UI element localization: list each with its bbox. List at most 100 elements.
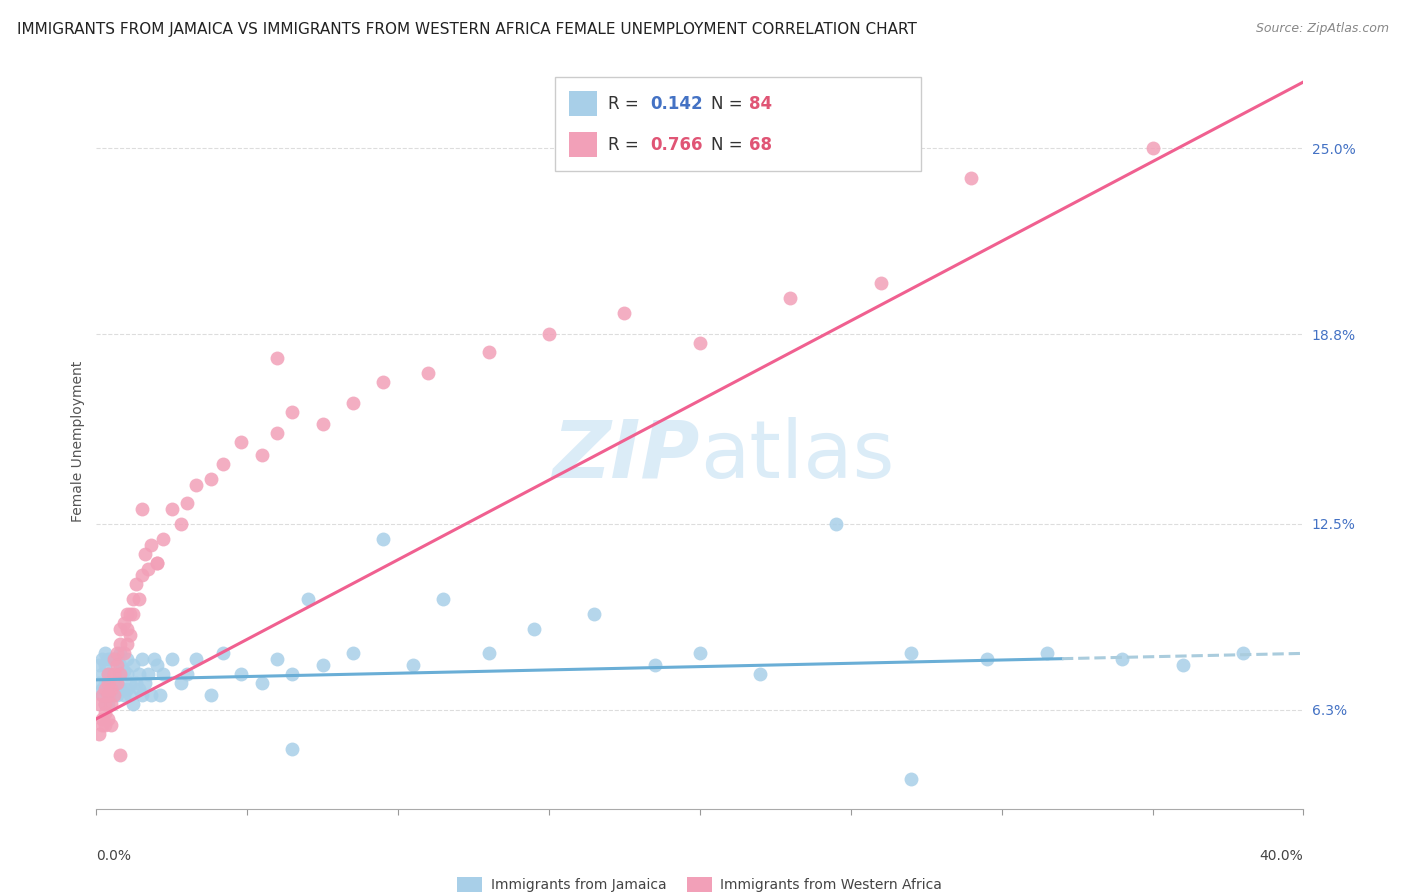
Point xyxy=(145,556,167,570)
Point xyxy=(176,666,198,681)
Point xyxy=(103,676,125,690)
Point xyxy=(94,718,117,732)
Point xyxy=(97,688,120,702)
Point xyxy=(145,657,167,672)
Point xyxy=(583,607,606,621)
Point xyxy=(121,697,143,711)
Text: N =: N = xyxy=(711,95,748,112)
Point xyxy=(94,697,117,711)
Text: R =: R = xyxy=(609,95,644,112)
Point xyxy=(97,676,120,690)
Point xyxy=(112,646,135,660)
Text: Source: ZipAtlas.com: Source: ZipAtlas.com xyxy=(1256,22,1389,36)
Point xyxy=(184,477,207,491)
Point xyxy=(118,688,141,702)
Text: 0.0%: 0.0% xyxy=(97,849,131,863)
Point xyxy=(900,772,922,786)
Point xyxy=(1036,646,1059,660)
Point xyxy=(115,637,138,651)
Point xyxy=(976,652,998,666)
Point xyxy=(266,426,288,441)
Point xyxy=(121,591,143,606)
Point xyxy=(152,532,174,546)
Point xyxy=(115,622,138,636)
Point xyxy=(149,688,172,702)
Point xyxy=(100,681,122,696)
Point xyxy=(107,676,129,690)
Point xyxy=(478,646,501,660)
Point xyxy=(139,688,162,702)
Point xyxy=(613,306,636,320)
Point xyxy=(112,615,135,630)
Point xyxy=(644,657,666,672)
Point xyxy=(342,646,364,660)
Point xyxy=(281,666,304,681)
Point xyxy=(100,681,122,696)
Point xyxy=(170,516,193,531)
Point xyxy=(160,501,183,516)
Point xyxy=(97,676,120,690)
Point xyxy=(128,666,150,681)
Point xyxy=(112,664,135,678)
Point xyxy=(89,657,111,672)
Point xyxy=(136,562,159,576)
Point xyxy=(97,688,120,702)
Point xyxy=(478,345,501,359)
Point xyxy=(160,652,183,666)
Point xyxy=(100,652,122,666)
Point xyxy=(118,676,141,690)
Point xyxy=(91,652,114,666)
Text: 0.142: 0.142 xyxy=(651,95,703,112)
Text: 84: 84 xyxy=(749,95,772,112)
Point xyxy=(107,657,129,672)
Point xyxy=(1171,657,1194,672)
Point xyxy=(134,547,156,561)
Point xyxy=(779,291,801,305)
Point xyxy=(523,622,546,636)
Text: IMMIGRANTS FROM JAMAICA VS IMMIGRANTS FROM WESTERN AFRICA FEMALE UNEMPLOYMENT CO: IMMIGRANTS FROM JAMAICA VS IMMIGRANTS FR… xyxy=(17,22,917,37)
Point xyxy=(749,666,772,681)
Point xyxy=(110,646,132,660)
Point xyxy=(100,666,122,681)
Point xyxy=(131,688,153,702)
Point xyxy=(110,622,132,636)
Point xyxy=(107,688,129,702)
Point xyxy=(1111,652,1133,666)
Point xyxy=(107,666,129,681)
Point xyxy=(110,747,132,762)
Point xyxy=(110,681,132,696)
Point xyxy=(91,688,114,702)
Point xyxy=(89,676,111,690)
Point xyxy=(689,646,711,660)
Point xyxy=(139,538,162,552)
Point xyxy=(145,556,167,570)
Point xyxy=(89,697,111,711)
Point xyxy=(91,681,114,696)
Point xyxy=(824,516,846,531)
Text: atlas: atlas xyxy=(700,417,894,495)
Point xyxy=(870,277,893,291)
Y-axis label: Female Unemployment: Female Unemployment xyxy=(72,360,86,522)
Point xyxy=(170,676,193,690)
Point xyxy=(100,718,122,732)
Point xyxy=(537,327,560,342)
Point xyxy=(176,495,198,509)
Point xyxy=(418,367,440,381)
Point xyxy=(97,652,120,666)
Point xyxy=(689,336,711,351)
Point xyxy=(131,567,153,582)
Point xyxy=(94,681,117,696)
Point xyxy=(91,712,114,726)
Point xyxy=(121,657,143,672)
Point xyxy=(1142,141,1164,155)
Point xyxy=(110,657,132,672)
Text: 0.766: 0.766 xyxy=(651,136,703,154)
Text: 40.0%: 40.0% xyxy=(1260,849,1303,863)
Point xyxy=(103,666,125,681)
Point xyxy=(402,657,425,672)
Point xyxy=(152,666,174,681)
Point xyxy=(115,666,138,681)
Point xyxy=(110,637,132,651)
Point xyxy=(212,646,235,660)
Point xyxy=(131,652,153,666)
